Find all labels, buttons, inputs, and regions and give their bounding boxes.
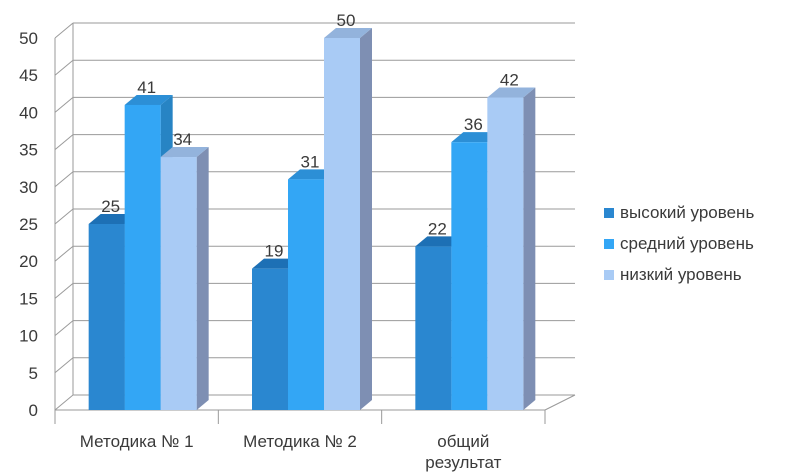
grid-depth-line (54, 245, 74, 262)
bar (487, 97, 524, 411)
bar-top (160, 147, 209, 158)
legend-label: средний уровень (620, 234, 754, 253)
legend-swatch (604, 239, 614, 249)
y-tick-label: 40 (19, 103, 38, 122)
x-category-label: результат (425, 453, 501, 472)
data-label: 25 (101, 197, 120, 216)
bar (324, 38, 360, 410)
grid-depth-line (54, 283, 74, 299)
y-tick-label: 0 (29, 401, 38, 420)
bar-side (196, 147, 209, 411)
bar (451, 142, 488, 410)
bar (415, 246, 452, 410)
y-tick-label: 50 (19, 29, 38, 48)
bar-top (124, 94, 173, 105)
bar (124, 104, 161, 411)
bar-top (324, 28, 372, 38)
bar (88, 224, 125, 410)
bar (288, 179, 324, 410)
x-category-label: Методика № 2 (243, 432, 357, 451)
y-tick-label: 45 (19, 66, 38, 85)
grid-depth-line (54, 97, 74, 113)
data-label: 19 (265, 242, 284, 261)
grid-depth-line (54, 208, 74, 225)
grid-depth-line (54, 357, 74, 374)
y-tick-label: 15 (19, 289, 38, 308)
legend-swatch (604, 208, 614, 218)
grid-depth-line (54, 22, 74, 39)
grid-depth-line (54, 134, 74, 150)
bar-side (360, 28, 372, 410)
data-label: 41 (137, 78, 156, 97)
y-tick-label: 25 (19, 215, 38, 234)
legend-label: высокий уровень (620, 203, 754, 222)
data-label: 50 (337, 11, 356, 30)
bar-top (487, 87, 536, 98)
bar (252, 268, 288, 410)
grid-depth-line (54, 394, 74, 411)
y-tick-label: 5 (29, 364, 38, 383)
grid-depth-line (54, 171, 74, 188)
bar-side (523, 87, 536, 411)
data-label: 36 (464, 115, 483, 134)
x-category-label: Методика № 1 (80, 432, 194, 451)
legend-label: низкий уровень (620, 265, 742, 284)
y-tick-label: 20 (19, 252, 38, 271)
y-tick-label: 35 (19, 141, 38, 160)
data-label: 42 (500, 71, 519, 90)
y-tick-label: 30 (19, 178, 38, 197)
grid-depth-line (54, 320, 74, 336)
data-label: 22 (428, 219, 447, 238)
legend-swatch (604, 270, 614, 280)
data-label: 34 (173, 130, 192, 149)
floor-right-edge (544, 394, 576, 411)
data-label: 31 (301, 152, 320, 171)
x-category-label: общий (437, 432, 489, 451)
bar (160, 157, 197, 410)
y-tick-label: 10 (19, 327, 38, 346)
grid-depth-line (54, 59, 74, 76)
